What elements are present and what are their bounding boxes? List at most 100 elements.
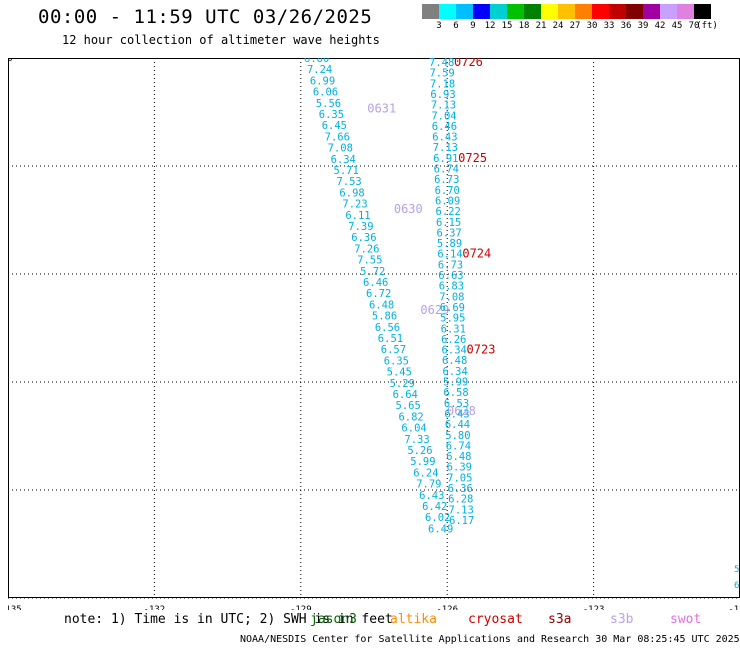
color-scale-label: 39 — [637, 21, 649, 31]
wave-height-value: 6.43 — [419, 490, 444, 502]
wave-height-value: 6.80 — [304, 58, 329, 65]
wave-height-value: 6.17 — [449, 515, 474, 527]
x-tick-label: -126 — [436, 605, 458, 610]
color-swatch — [660, 4, 677, 19]
wave-height-value: 6.46 — [363, 277, 388, 289]
map-axes: -135-132-129-126-123-1200246810 — [8, 58, 740, 610]
wave-height-value: 6.37 — [436, 227, 461, 239]
wave-height-value: 7.48 — [429, 58, 454, 69]
color-swatch — [524, 4, 541, 19]
edge-wave-value: 6 — [734, 581, 739, 591]
wave-height-value: 6.04 — [401, 423, 426, 435]
wave-height-value: 6.43 — [444, 408, 469, 420]
x-tick-label: -120 — [728, 605, 740, 610]
wave-height-value: 6.24 — [413, 467, 438, 479]
wave-height-value: 6.14 — [437, 249, 462, 261]
wave-height-value: 5.26 — [407, 445, 432, 457]
wave-height-value: 6.56 — [375, 322, 400, 334]
wave-height-value: 7.08 — [328, 143, 353, 155]
wave-height-value: 6.57 — [381, 344, 406, 356]
wave-height-value: 5.89 — [437, 238, 462, 250]
pass-time-label: 0724 — [462, 247, 491, 261]
footer-note: note: 1) Time is in UTC; 2) SWH is in fe… — [64, 612, 393, 627]
pass-time-label: 0629 — [420, 303, 449, 317]
wave-height-value: 6.48 — [442, 355, 467, 367]
wave-height-value: 6.34 — [442, 345, 467, 357]
x-tick-label: -135 — [8, 605, 22, 610]
color-swatch — [558, 4, 575, 19]
satellite-s3a: s3a — [548, 612, 572, 627]
wave-height-value: 6.31 — [441, 323, 466, 335]
color-swatch — [677, 4, 694, 19]
wave-height-value: 6.74 — [446, 440, 471, 452]
satellite-swot: swot — [670, 612, 702, 627]
color-scale-label: 27 — [569, 21, 581, 31]
wave-height-value: 6.99 — [310, 75, 335, 87]
color-scale-label: 42 — [654, 21, 666, 31]
color-scale-label: 70 — [688, 21, 700, 31]
satellite-cryosat: cryosat — [468, 612, 523, 627]
color-swatch — [592, 4, 609, 19]
wave-height-value: 6.69 — [440, 302, 465, 314]
wave-height-value: 5.72 — [360, 266, 385, 278]
wave-height-value: 5.86 — [372, 311, 397, 323]
color-scale-label: 24 — [552, 21, 564, 31]
map-title: 00:00 - 11:59 UTC 03/26/2025 — [38, 6, 373, 28]
wave-height-value: 5.45 — [387, 367, 412, 379]
wave-height-map: 6.807.246.996.065.566.356.457.667.086.34… — [8, 58, 740, 610]
color-swatch — [456, 4, 473, 19]
color-swatch — [473, 4, 490, 19]
wave-height-value: 6.51 — [378, 333, 403, 345]
x-tick-label: -123 — [583, 605, 605, 610]
wave-height-value: 7.79 — [416, 479, 441, 491]
color-swatch — [507, 4, 524, 19]
pass-time-label: 0725 — [458, 151, 487, 165]
color-scale-label: 30 — [586, 21, 598, 31]
wave-height-value: 5.99 — [410, 456, 435, 468]
wave-height-value: 6.02 — [425, 512, 450, 524]
wave-height-value: 7.13 — [449, 504, 474, 516]
pass-time-label: 0630 — [394, 202, 423, 216]
color-scale-label: 36 — [620, 21, 632, 31]
color-swatch — [609, 4, 626, 19]
y-tick-label: 10 — [8, 58, 13, 64]
color-swatch — [626, 4, 643, 19]
wave-height-value: 6.91 — [433, 153, 458, 165]
map-subtitle: 12 hour collection of altimeter wave hei… — [62, 33, 380, 47]
pass-time-label: 0628 — [447, 404, 476, 418]
wave-height-value: 6.28 — [448, 494, 473, 506]
wave-height-value: 6.11 — [345, 210, 370, 222]
wave-height-value: 6.73 — [434, 174, 459, 186]
wave-height-value: 6.06 — [313, 87, 338, 99]
wave-height-value: 6.15 — [436, 217, 461, 229]
color-scale-label: 18 — [518, 21, 530, 31]
wave-height-value: 6.63 — [438, 270, 463, 282]
color-scale-label: 9 — [470, 21, 476, 31]
edge-wave-value: 5 — [734, 565, 739, 575]
wave-height-value: 6.74 — [434, 164, 459, 176]
wave-height-value: 6.49 — [428, 523, 453, 535]
wave-height-value: 6.73 — [438, 259, 463, 271]
wave-height-value: 7.33 — [404, 434, 429, 446]
wave-height-value: 7.66 — [325, 131, 350, 143]
wave-height-value: 5.56 — [316, 98, 341, 110]
color-scale-bar — [422, 4, 711, 19]
wave-height-value: 5.71 — [334, 165, 359, 177]
pass-time-label: 0723 — [467, 343, 496, 357]
credit-line: NOAA/NESDIS Center for Satellite Applica… — [240, 634, 740, 645]
color-scale-labels: 3 6 9 12 15 18 21 24 27 30 33 36 39 42 45 70 (ft) — [422, 21, 740, 33]
wave-height-value: 6.64 — [393, 389, 418, 401]
color-scale-label: 12 — [484, 21, 496, 31]
wave-height-value: 6.26 — [441, 334, 466, 346]
wave-height-value: 6.48 — [369, 299, 394, 311]
wave-height-value: 7.53 — [336, 176, 361, 188]
wave-height-value: 6.82 — [398, 411, 423, 423]
wave-height-value: 7.13 — [433, 142, 458, 154]
wave-height-value: 6.22 — [436, 206, 461, 218]
wave-height-value: 7.55 — [357, 255, 382, 267]
color-swatch — [439, 4, 456, 19]
color-swatch — [694, 4, 711, 19]
wave-height-value: 7.59 — [429, 68, 454, 80]
color-swatch — [490, 4, 507, 19]
wave-height-value: 5.29 — [390, 378, 415, 390]
